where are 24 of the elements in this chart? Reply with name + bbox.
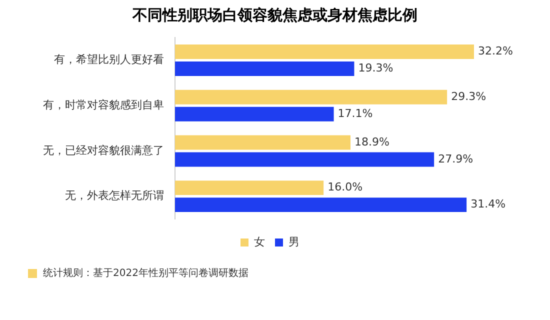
text: 统计规则：基于2022年性别平等问卷调研数据 (43, 266, 248, 280)
y-tick-label: 无，外表怎样无所谓 (65, 189, 164, 202)
data-label: 31.4% (470, 198, 506, 211)
bar (175, 106, 334, 122)
bar (175, 90, 448, 104)
data-label: 16.0% (328, 180, 363, 194)
chart-title: 不同性别职场白领容貌焦虑或身材焦虑比例 (131, 6, 418, 25)
legend-label: 男 (288, 236, 300, 249)
y-tick-label: 有，希望比别人更好看 (54, 53, 164, 66)
bar (175, 152, 434, 167)
bar (175, 135, 350, 150)
data-label: 17.1% (338, 106, 373, 120)
bar (175, 62, 354, 76)
data-label: 19.3% (358, 62, 394, 75)
y-tick-label: 有，时常对容貌感到自卑 (43, 98, 164, 112)
bar (175, 44, 474, 59)
data-label: 32.2% (478, 44, 513, 58)
data-label: 18.9% (354, 135, 390, 148)
data-label: 27.9% (438, 152, 474, 166)
legend-label: 女 (254, 236, 265, 249)
data-label: 29.3% (451, 90, 486, 103)
bar (175, 180, 324, 196)
bar (175, 198, 467, 212)
y-tick-label: 无，已经对容貌很满意了 (43, 144, 164, 157)
